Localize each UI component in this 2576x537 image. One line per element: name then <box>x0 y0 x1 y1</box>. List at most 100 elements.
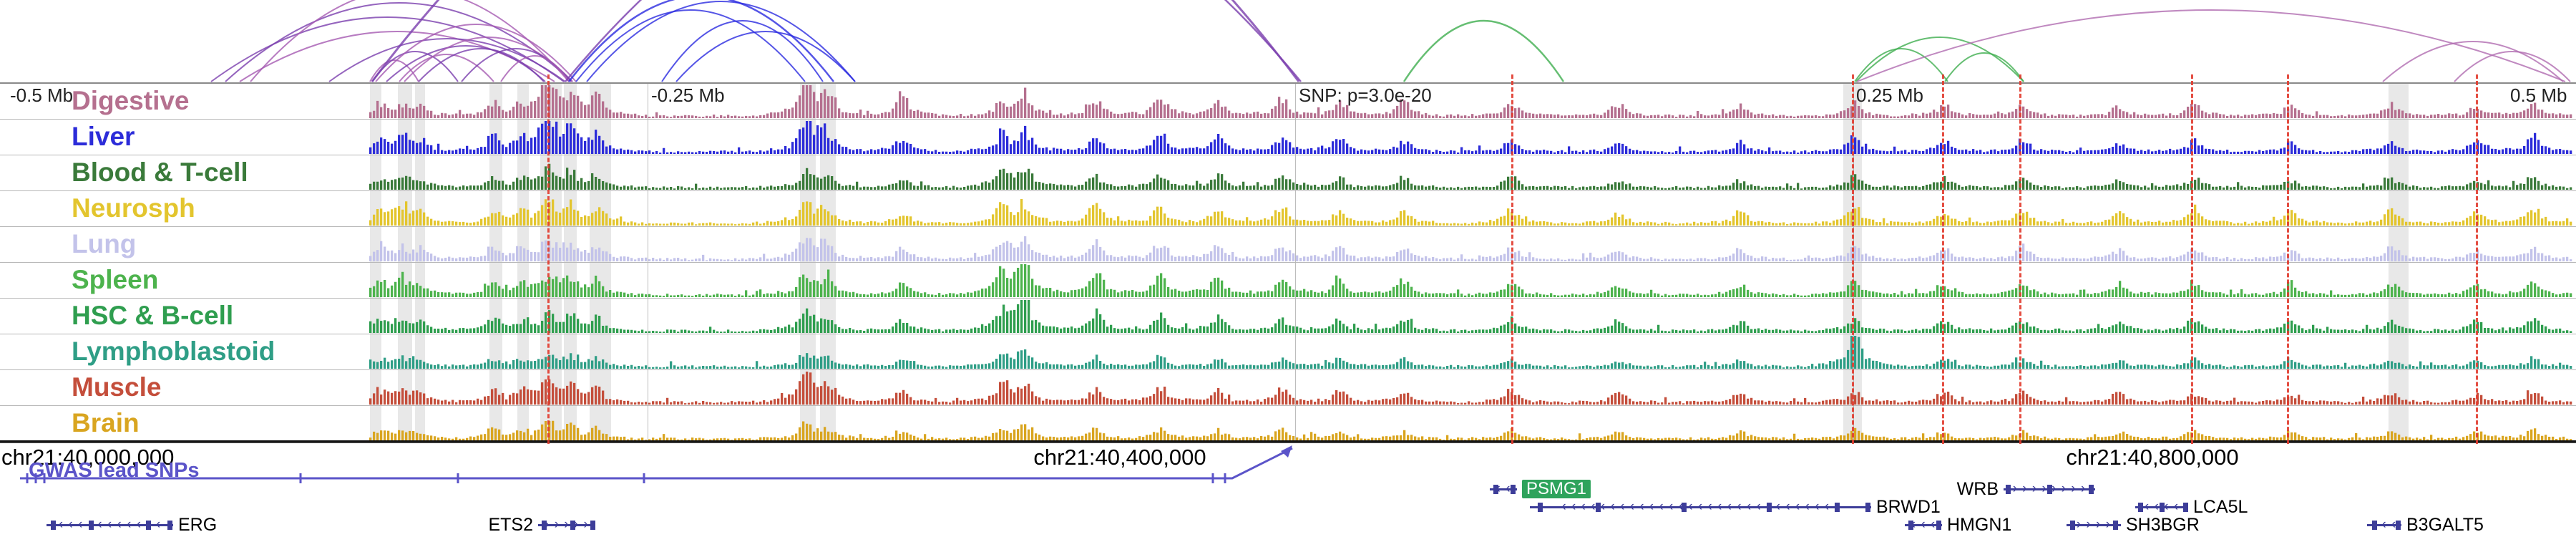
gene-body[interactable]: › › › › <box>2067 517 2121 532</box>
gene-hmgn1[interactable]: ‹ ‹ ‹ HMGN1 <box>1905 516 2016 534</box>
track-row-spleen[interactable]: Spleen <box>0 263 2576 299</box>
signal-track[interactable] <box>0 407 2576 442</box>
gene-body[interactable]: ‹ ‹ ‹ <box>2367 517 2401 532</box>
snp-link-line <box>2019 74 2021 444</box>
gene-wrb[interactable]: WRB › › › › › › › › <box>1952 479 2095 499</box>
strand-left-chevrons: ‹ ‹ ‹ ‹ ‹ ‹ ‹ ‹ ‹ ‹ ‹ <box>58 516 162 532</box>
gene-exon <box>145 520 151 530</box>
gene-body[interactable]: ‹ ‹ ‹ ‹ ‹ ‹ ‹ ‹ ‹ ‹ ‹ <box>47 517 173 532</box>
interaction-arc[interactable] <box>500 55 570 82</box>
interaction-arc[interactable] <box>386 45 546 82</box>
interaction-arc[interactable] <box>661 20 824 82</box>
signal-track[interactable] <box>0 191 2576 226</box>
gene-exon <box>1936 520 1941 530</box>
gene-exon <box>1766 502 1772 512</box>
track-row-digestive[interactable]: Digestive <box>0 84 2576 120</box>
interaction-arc[interactable] <box>1856 9 2566 82</box>
track-label: Spleen <box>72 265 159 294</box>
strand-left-chevrons: ‹ ‹ ‹ <box>2371 516 2397 532</box>
interaction-arc[interactable] <box>399 54 494 82</box>
track-row-muscle[interactable]: Muscle <box>0 370 2576 406</box>
gene-name-label: ERG <box>178 515 218 535</box>
gene-b3galt5[interactable]: ‹ ‹ ‹ B3GALT5 <box>2367 516 2489 534</box>
gene-name-label: PSMG1 <box>1522 480 1591 498</box>
signal-track[interactable] <box>0 334 2576 369</box>
signal-track[interactable] <box>0 155 2576 190</box>
strand-left-chevrons: ‹ ‹ ‹ ‹ ‹ ‹ ‹ ‹ ‹ ‹ ‹ ‹ ‹ ‹ ‹ ‹ ‹ ‹ ‹ ‹ … <box>1561 498 1840 514</box>
gene-body[interactable]: ‹ ‹ ‹ ‹ <box>2135 499 2189 514</box>
signal-track[interactable] <box>0 84 2576 119</box>
gene-exon <box>2138 502 2144 512</box>
gene-name-label: SH3BGR <box>2126 515 2200 535</box>
signal-track[interactable] <box>0 299 2576 334</box>
interaction-arc[interactable] <box>369 59 419 82</box>
axis-coordinate-label: chr21:40,400,000 <box>1033 445 1206 470</box>
gene-lca5l[interactable]: ‹ ‹ ‹ ‹ LCA5L <box>2135 497 2253 517</box>
interaction-arc[interactable] <box>375 24 577 82</box>
interaction-arc[interactable] <box>1402 19 1565 82</box>
interaction-arc[interactable] <box>225 2 573 82</box>
gene-exon <box>2396 520 2401 530</box>
track-label: Lymphoblastoid <box>72 337 275 366</box>
gene-ets2[interactable]: ETS2 › › › › › <box>483 516 595 534</box>
interaction-arc[interactable] <box>2382 41 2564 82</box>
interaction-arcs-layer[interactable] <box>0 0 2576 82</box>
track-label: Muscle <box>72 372 162 402</box>
gene-body[interactable]: ‹ ‹ ‹ ‹ ‹ ‹ ‹ ‹ ‹ ‹ ‹ ‹ ‹ ‹ ‹ ‹ ‹ ‹ ‹ ‹ … <box>1530 499 1871 514</box>
track-row-hsc-b-cell[interactable]: HSC & B-cell <box>0 299 2576 334</box>
genomic-axis-line <box>0 440 2576 442</box>
track-row-liver[interactable]: Liver <box>0 120 2576 155</box>
gene-name-label: BRWD1 <box>1876 497 1941 517</box>
gene-body[interactable]: › › › › › › › › <box>2004 481 2095 496</box>
track-row-neurosph[interactable]: Neurosph <box>0 191 2576 227</box>
gene-name-label: WRB <box>1956 479 1999 499</box>
interaction-arc[interactable] <box>1944 52 2024 82</box>
gene-exon <box>590 520 595 530</box>
snp-link-line <box>1942 74 1944 444</box>
gene-psmg1[interactable]: ‹ ‹ PSMG1 <box>1490 480 1596 498</box>
interaction-arc[interactable] <box>418 48 545 82</box>
interaction-arc[interactable] <box>568 0 834 82</box>
interaction-arc[interactable] <box>210 16 565 82</box>
gene-sh3bgr[interactable]: › › › › SH3BGR <box>2067 515 2205 535</box>
gene-body[interactable]: ‹ ‹ <box>1490 481 1517 496</box>
interaction-arc[interactable] <box>1855 37 2024 82</box>
track-row-lymphoblastoid[interactable]: Lymphoblastoid <box>0 334 2576 370</box>
gene-erg[interactable]: ‹ ‹ ‹ ‹ ‹ ‹ ‹ ‹ ‹ ‹ ‹ ERG <box>47 515 222 535</box>
track-row-brain[interactable]: Brain <box>0 406 2576 442</box>
ruler-gridline <box>1295 82 1296 440</box>
ruler-label: 0.5 Mb <box>2510 84 2567 106</box>
gwas-arrowhead <box>1281 445 1292 458</box>
signal-tracks-panel: Digestive Liver Blood & T-cell Neurosph Lung… <box>0 82 2576 443</box>
gene-exon <box>1865 502 1871 512</box>
interaction-arc[interactable] <box>575 9 806 82</box>
gene-name-label: LCA5L <box>2193 497 2248 517</box>
interaction-arc[interactable] <box>328 38 566 82</box>
interaction-arc[interactable] <box>2454 51 2571 82</box>
gene-exon <box>2069 520 2075 530</box>
interaction-arc[interactable] <box>1854 48 1948 82</box>
ruler-label: -0.25 Mb <box>651 84 725 106</box>
interaction-arc[interactable] <box>565 0 1302 82</box>
snp-link-line <box>2287 74 2289 444</box>
gene-exon <box>2088 484 2094 494</box>
track-row-lung[interactable]: Lung <box>0 227 2576 263</box>
gwas-lead-snps-label: GWAS lead SNPs <box>29 459 200 482</box>
signal-track[interactable] <box>0 370 2576 405</box>
gene-body[interactable]: ‹ ‹ ‹ <box>1905 517 1942 532</box>
signal-track[interactable] <box>0 227 2576 262</box>
signal-track[interactable] <box>0 120 2576 155</box>
interaction-arc[interactable] <box>586 1 856 82</box>
interaction-arc[interactable] <box>675 31 856 82</box>
signal-track[interactable] <box>0 263 2576 298</box>
gene-exon <box>542 520 547 530</box>
gene-brwd1[interactable]: ‹ ‹ ‹ ‹ ‹ ‹ ‹ ‹ ‹ ‹ ‹ ‹ ‹ ‹ ‹ ‹ ‹ ‹ ‹ ‹ … <box>1530 497 1946 517</box>
gene-exon <box>2006 484 2011 494</box>
gene-exon <box>2160 502 2165 512</box>
track-label: Digestive <box>72 86 190 115</box>
ruler-label: -0.5 Mb <box>10 84 74 106</box>
gene-body[interactable]: › › › › › <box>538 517 595 532</box>
gene-exon <box>2183 502 2189 512</box>
gene-exon <box>1493 484 1498 494</box>
track-row-blood-t-cell[interactable]: Blood & T-cell <box>0 155 2576 191</box>
